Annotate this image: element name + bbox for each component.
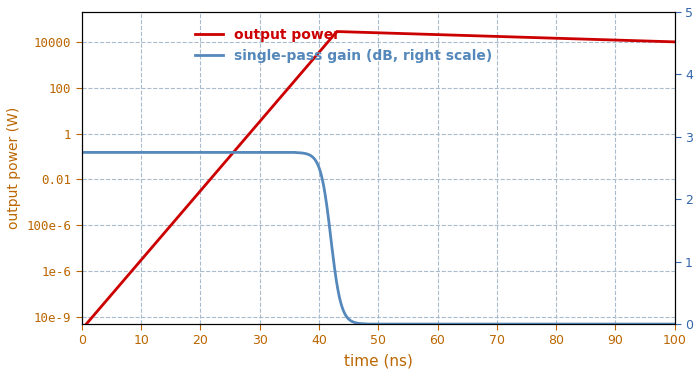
single-pass gain (dB, right scale) <box>78 150 86 154</box>
single-pass gain (dB, right scale) <box>671 322 679 326</box>
output power <box>78 327 86 332</box>
single-pass gain (dB, right scale) <box>463 322 472 326</box>
Line: output power: output power <box>82 32 675 329</box>
output power <box>520 35 528 39</box>
Legend: output power, single-pass gain (dB, right scale): output power, single-pass gain (dB, righ… <box>190 22 498 68</box>
single-pass gain (dB, right scale) <box>520 322 528 326</box>
single-pass gain (dB, right scale) <box>186 150 194 154</box>
output power <box>565 36 573 41</box>
single-pass gain (dB, right scale) <box>565 322 573 326</box>
single-pass gain (dB, right scale) <box>304 152 313 157</box>
output power <box>304 63 313 67</box>
X-axis label: time (ns): time (ns) <box>344 353 413 368</box>
output power <box>433 32 442 37</box>
output power <box>463 33 472 38</box>
output power <box>186 201 194 206</box>
single-pass gain (dB, right scale) <box>433 322 442 326</box>
single-pass gain (dB, right scale) <box>363 322 371 326</box>
output power <box>332 29 341 34</box>
output power <box>671 40 679 44</box>
Y-axis label: output power (W): output power (W) <box>7 107 21 229</box>
Line: single-pass gain (dB, right scale): single-pass gain (dB, right scale) <box>82 152 675 324</box>
